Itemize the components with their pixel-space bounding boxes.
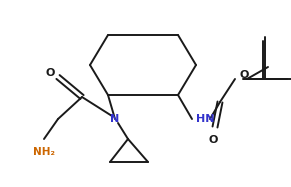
Text: NH₂: NH₂ bbox=[33, 147, 55, 157]
Text: O: O bbox=[240, 70, 249, 80]
Text: O: O bbox=[208, 135, 218, 145]
Text: O: O bbox=[45, 68, 55, 78]
Text: HN: HN bbox=[196, 114, 214, 124]
Text: N: N bbox=[110, 114, 120, 124]
